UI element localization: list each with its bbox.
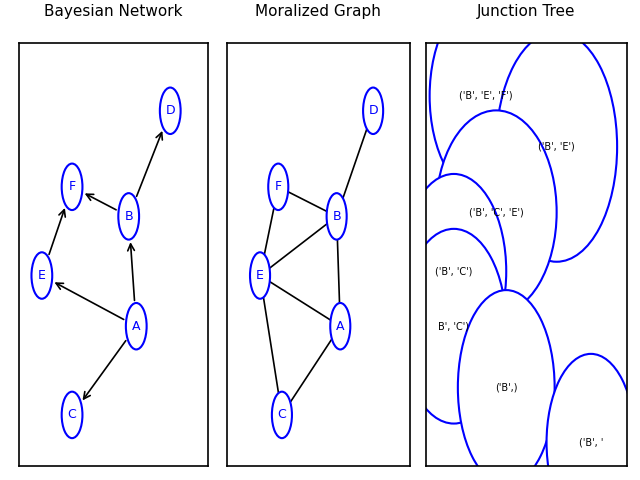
Text: A: A [336,320,344,333]
Text: F: F [275,180,282,193]
Ellipse shape [436,110,557,314]
Ellipse shape [429,0,543,198]
Circle shape [31,252,52,299]
Ellipse shape [401,174,506,369]
Ellipse shape [547,354,636,480]
Text: A: A [132,320,141,333]
Circle shape [363,87,383,134]
Circle shape [250,252,270,299]
Text: D: D [368,104,378,117]
Text: D: D [165,104,175,117]
Circle shape [61,164,83,210]
Text: B: B [332,210,341,223]
Circle shape [61,392,83,438]
Text: Bayesian Network: Bayesian Network [44,4,183,19]
Text: E: E [38,269,46,282]
Text: ('B', 'E', 'F'): ('B', 'E', 'F') [460,91,513,101]
Text: ('B', 'C'): ('B', 'C') [435,266,472,276]
Text: B', 'C'): B', 'C') [438,321,469,331]
Text: Moralized Graph: Moralized Graph [255,4,381,19]
Text: Junction Tree: Junction Tree [477,4,575,19]
Text: C: C [68,408,76,421]
Ellipse shape [401,229,506,423]
Text: ('B', 'C', 'E'): ('B', 'C', 'E') [468,207,524,217]
Ellipse shape [458,290,555,480]
Circle shape [326,193,347,240]
Circle shape [160,87,180,134]
Text: ('B',): ('B',) [495,383,518,393]
Text: B: B [124,210,133,223]
Text: E: E [256,269,264,282]
Text: ('B', ': ('B', ' [579,437,603,447]
Text: ('B', 'E'): ('B', 'E') [538,142,575,152]
Circle shape [118,193,139,240]
Ellipse shape [496,32,617,262]
Text: F: F [68,180,76,193]
Circle shape [272,392,292,438]
Text: C: C [278,408,286,421]
Circle shape [330,303,350,349]
Circle shape [126,303,147,349]
Circle shape [268,164,288,210]
